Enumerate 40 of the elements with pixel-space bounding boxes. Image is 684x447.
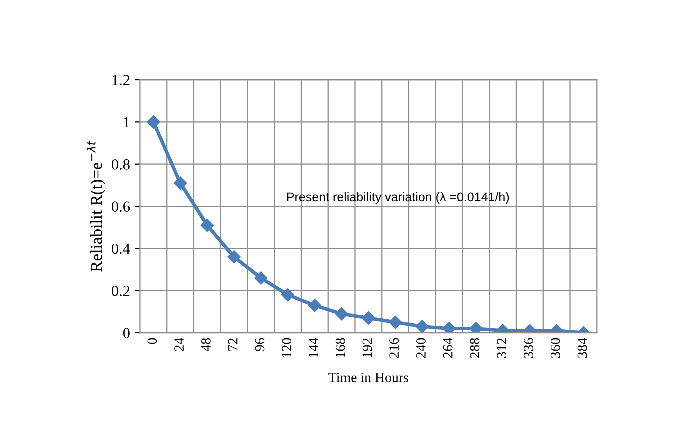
x-tick-label: 360 xyxy=(550,338,560,358)
y-tick-label: 1.2 xyxy=(112,75,130,86)
x-tick-label: 144 xyxy=(309,338,318,358)
point xyxy=(308,299,322,312)
point xyxy=(281,288,295,302)
point xyxy=(416,320,430,334)
y-tick-label: 0.6 xyxy=(112,202,130,212)
x-axis-title: Time in Hours xyxy=(328,373,408,382)
point xyxy=(200,218,214,232)
x-tick-label: 168 xyxy=(336,338,346,358)
y-tick-label: 0.4 xyxy=(112,244,130,254)
x-tick-label: 0 xyxy=(148,338,158,344)
point xyxy=(147,116,160,129)
x-tick-label: 48 xyxy=(202,338,211,352)
x-tick-label: 216 xyxy=(390,338,400,358)
x-tick-label: 96 xyxy=(255,338,265,352)
x-tick-label: 312 xyxy=(497,338,507,358)
y-axis-title: Reliabilit R(t)=e$^{−λt}$ xyxy=(86,140,106,272)
x-tick-label: 384 xyxy=(578,338,588,358)
x-tick-label: 264 xyxy=(443,338,453,358)
x-tick-label: 336 xyxy=(524,338,534,358)
point xyxy=(442,322,456,334)
point xyxy=(470,322,483,334)
x-tick-label: 120 xyxy=(282,338,292,358)
y-tick-label: 0.8 xyxy=(112,159,130,170)
x-tick-label: 192 xyxy=(362,338,372,358)
annotation: Present reliability variation (λ =0.0141/h) xyxy=(287,192,510,204)
point xyxy=(335,307,348,321)
point xyxy=(228,250,241,264)
y-tick-label: 0.2 xyxy=(112,286,130,296)
point xyxy=(174,176,188,190)
x-tick-label: 288 xyxy=(470,338,480,358)
point xyxy=(388,316,402,330)
x-tick-label: 24 xyxy=(174,338,184,352)
x-tick-label: 240 xyxy=(416,338,426,358)
point xyxy=(254,272,268,285)
y-tick-label: 0 xyxy=(123,328,130,338)
y-tick-label: 1 xyxy=(124,117,130,128)
point xyxy=(362,312,376,325)
x-tick-label: 72 xyxy=(228,338,238,351)
